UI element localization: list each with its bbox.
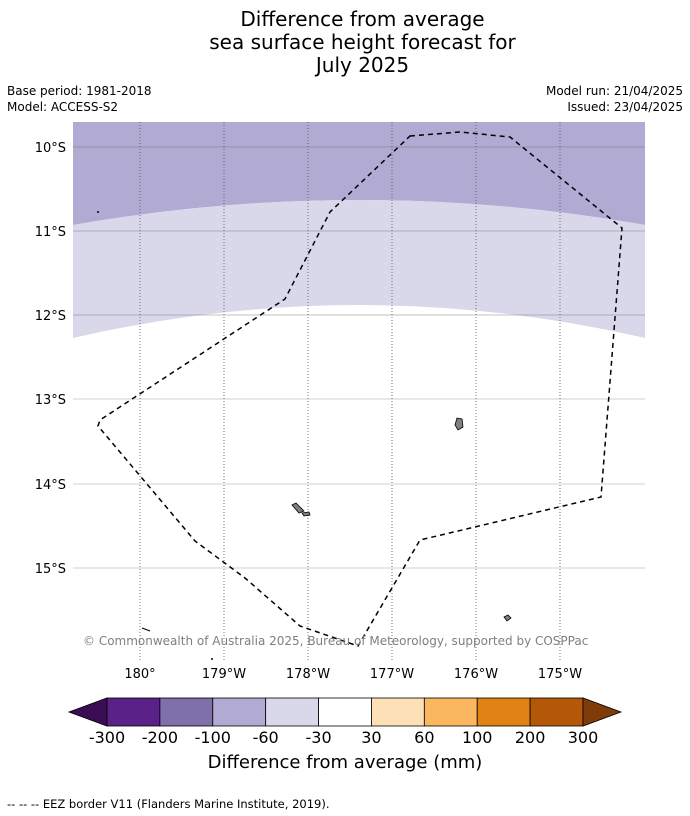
lon-label: 176°W: [454, 667, 498, 682]
island-south: [503, 614, 512, 622]
colorbar-tick-label: -100: [195, 728, 231, 747]
lon-label: 178°W: [286, 667, 330, 682]
band-100-to-60: [73, 200, 645, 338]
colorbar-label: Difference from average (mm): [207, 752, 483, 773]
base-period: Base period: 1981-2018: [7, 84, 152, 98]
lat-label: 12°S: [35, 309, 66, 324]
lat-label: 14°S: [35, 478, 66, 493]
lat-label: 11°S: [35, 225, 66, 240]
model-name: Model: ACCESS-S2: [7, 100, 119, 114]
colorbar: -300 -200 -100 -60 -30 30 60 100 200 300: [67, 697, 623, 747]
colorbar-segment: [106, 697, 161, 727]
colorbar-tick-label: -300: [89, 728, 125, 747]
copyright-notice: © Commonwealth of Australia 2025, Bureau…: [83, 634, 588, 648]
colorbar-segment: [371, 697, 425, 727]
meta-left: Base period: 1981-2018 Model: ACCESS-S2: [7, 83, 152, 115]
colorbar-segment: [529, 697, 584, 727]
colorbar-tick-label: -200: [142, 728, 178, 747]
colorbar-segment: [423, 697, 478, 727]
title-line-1: Difference from average: [240, 7, 485, 31]
colorbar-tick-label: 300: [568, 728, 599, 747]
meta-right: Model run: 21/04/2025 Issued: 23/04/2025: [546, 83, 683, 115]
longitude-labels: 180° 179°W 178°W 177°W 176°W 175°W: [124, 667, 582, 682]
colorbar-segment: [212, 697, 267, 727]
latitude-labels: 10°S 11°S 12°S 13°S 14°S 15°S: [35, 141, 66, 577]
island-west: [291, 502, 305, 514]
lon-label: 180°: [124, 667, 155, 682]
colorbar-segment: [265, 697, 319, 727]
issued-date: Issued: 23/04/2025: [567, 100, 683, 114]
eez-footnote: -- -- -- EEZ border V11 (Flanders Marine…: [7, 797, 330, 811]
island-southwest: [141, 627, 151, 632]
forecast-map: © Commonwealth of Australia 2025, Bureau…: [35, 122, 645, 682]
lon-label: 179°W: [202, 667, 246, 682]
colorbar-tick-label: 100: [462, 728, 493, 747]
lat-label: 15°S: [35, 562, 66, 577]
colorbar-segment: [159, 697, 214, 727]
island-east: [454, 417, 464, 431]
colorbar-over-arrow: [582, 697, 623, 727]
eez-border: [97, 131, 623, 647]
colorbar-tick-label: 30: [361, 728, 381, 747]
colorbar-segments: [106, 697, 584, 727]
colorbar-tick-labels: -300 -200 -100 -60 -30 30 60 100 200 300: [89, 728, 598, 747]
lat-label: 10°S: [35, 141, 66, 156]
islet-northwest: [97, 211, 99, 213]
colorbar-tick-label: 200: [515, 728, 546, 747]
colorbar-tick-label: -30: [305, 728, 331, 747]
islet-bottom: [211, 658, 213, 660]
colorbar-tick-label: -60: [253, 728, 279, 747]
lon-label: 175°W: [538, 667, 582, 682]
island-west-small: [301, 511, 311, 517]
title-line-2: sea surface height forecast for: [209, 30, 516, 54]
colorbar-under-arrow: [67, 697, 108, 727]
band-200-to-100: [73, 122, 645, 225]
colorbar-segment: [318, 697, 372, 727]
chart-title: Difference from average sea surface heig…: [0, 8, 690, 77]
model-run: Model run: 21/04/2025: [545, 84, 683, 98]
lat-label: 13°S: [35, 393, 66, 408]
title-line-3: July 2025: [315, 53, 410, 77]
latitude-gridlines: [73, 146, 645, 569]
lon-label: 177°W: [370, 667, 414, 682]
colorbar-segment: [476, 697, 531, 727]
colorbar-tick-label: 60: [414, 728, 434, 747]
